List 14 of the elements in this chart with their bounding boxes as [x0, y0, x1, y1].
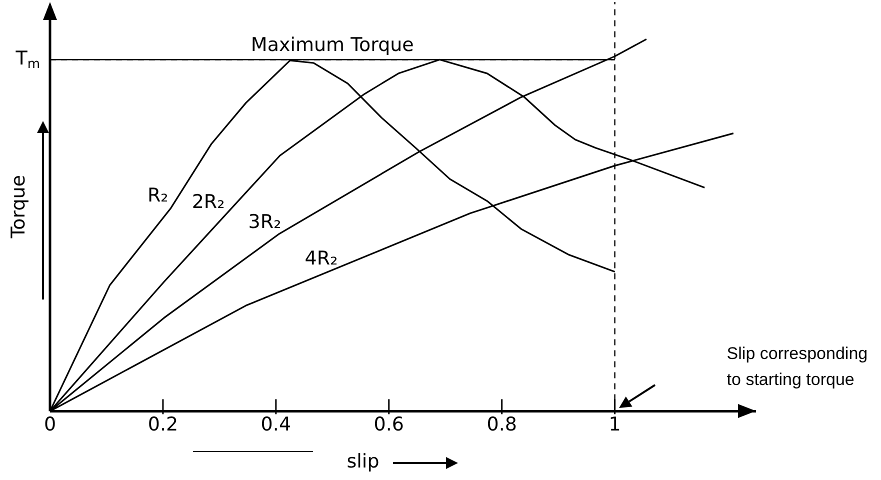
x-tick-label: 0 [44, 414, 56, 436]
x-axis-title: slip [346, 450, 380, 473]
y-axis-title: Torque [7, 174, 30, 240]
series-label: 3R₂ [248, 211, 282, 234]
x-tick-label: 1 [608, 414, 621, 436]
series-label: R₂ [147, 184, 168, 207]
x-tick-label: 0.8 [486, 414, 517, 436]
ref-line-label: Maximum Torque [250, 34, 414, 56]
series-label: 2R₂ [192, 191, 225, 214]
x-tick-label: 0.2 [148, 414, 178, 436]
series-label: 4R₂ [304, 247, 338, 270]
annotation: Slip corresponding to starting torque [726, 343, 869, 392]
x-tick-label: 0.4 [260, 414, 292, 436]
x-tick-label: 0.6 [374, 414, 404, 436]
